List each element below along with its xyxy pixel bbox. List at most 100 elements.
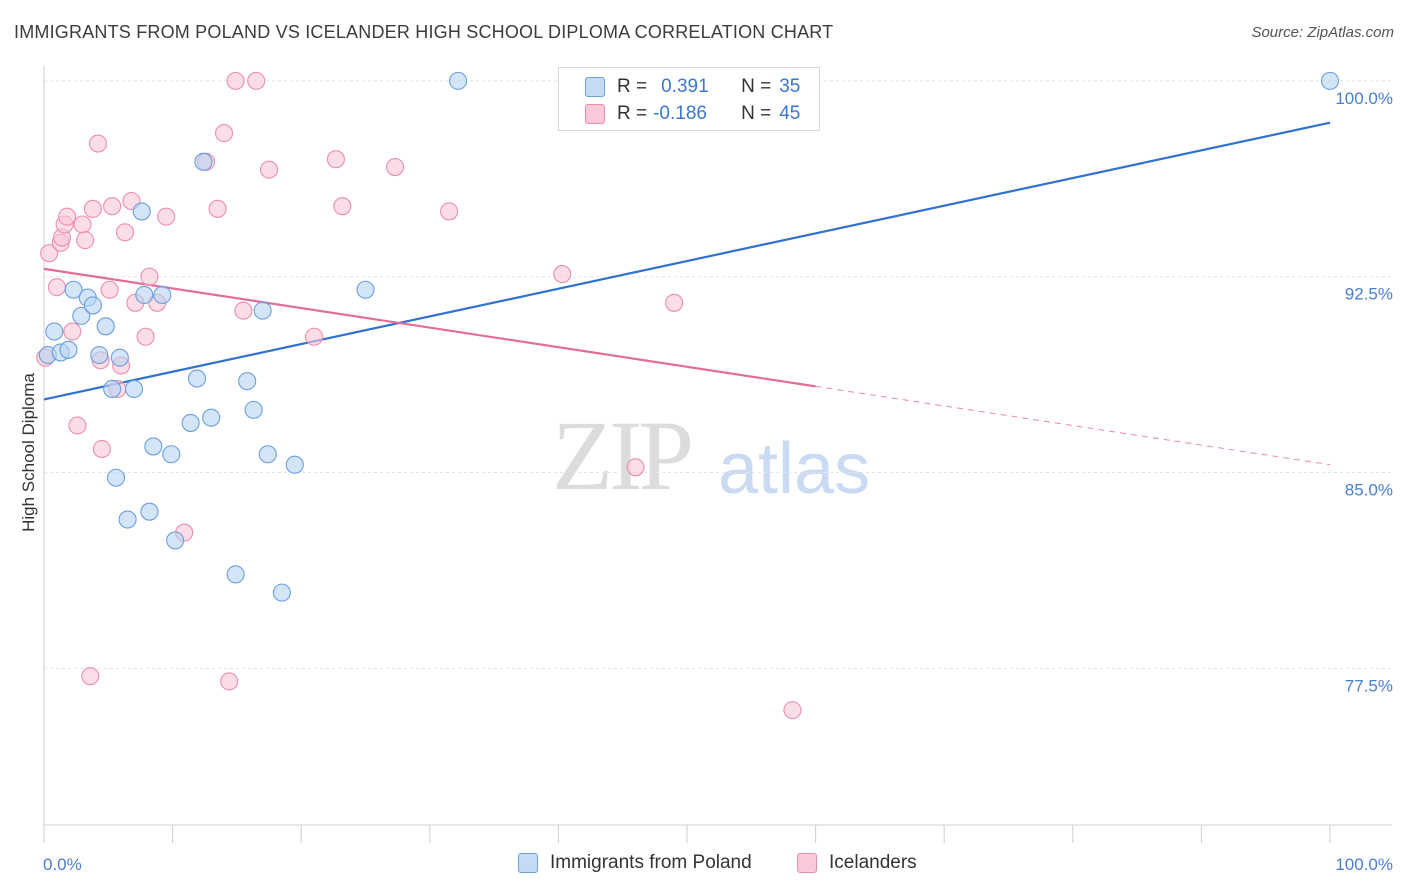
point-poland <box>449 71 468 90</box>
point-poland <box>244 400 263 419</box>
point-poland <box>162 445 181 464</box>
point-icelanders <box>783 701 802 720</box>
watermark-atlas: atlas <box>718 429 871 509</box>
legend-n-value: 45 <box>779 103 801 124</box>
source-label: Source: ZipAtlas.com <box>1251 24 1394 41</box>
legend-row-icelanders: R = -0.186 N = 45 <box>585 101 800 127</box>
point-icelanders <box>68 416 87 435</box>
legend-swatch-blue <box>585 77 605 97</box>
point-poland <box>1320 71 1340 90</box>
point-poland <box>124 379 144 399</box>
point-poland <box>59 340 78 359</box>
series-label-poland: Immigrants from Poland <box>550 852 752 873</box>
point-icelanders <box>136 327 155 346</box>
series-legend-poland: Immigrants from Poland <box>518 852 752 874</box>
point-poland <box>83 296 102 315</box>
point-poland <box>103 379 122 399</box>
point-icelanders <box>58 207 77 226</box>
point-icelanders <box>83 199 102 218</box>
point-icelanders <box>247 71 266 90</box>
point-poland <box>187 369 207 388</box>
point-poland <box>253 301 272 320</box>
point-poland <box>166 531 185 550</box>
legend-r-label: R = <box>617 76 648 97</box>
point-poland <box>135 285 154 305</box>
x-tick-label: 100.0% <box>1335 855 1393 874</box>
legend-r-value: -0.186 <box>653 103 707 124</box>
point-poland <box>140 502 159 521</box>
point-poland <box>238 372 257 391</box>
legend-r-value: 0.391 <box>661 76 709 97</box>
point-poland <box>202 408 221 427</box>
point-poland <box>153 285 172 305</box>
series-label-icelanders: Icelanders <box>829 852 917 873</box>
y-tick-label: 100.0% <box>1335 89 1393 108</box>
data-points <box>36 71 1340 720</box>
trendline-icelanders <box>43 267 816 388</box>
legend-n-label: N = <box>741 103 772 124</box>
point-poland <box>181 413 200 432</box>
point-icelanders <box>214 124 234 143</box>
point-poland <box>45 322 64 341</box>
point-poland <box>106 468 126 487</box>
y-tick-label: 92.5% <box>1345 285 1393 304</box>
point-icelanders <box>76 231 95 250</box>
point-icelanders <box>386 157 405 177</box>
y-tick-label: 77.5% <box>1345 676 1393 695</box>
point-poland <box>90 345 109 365</box>
x-tick-label: 0.0% <box>43 855 82 874</box>
legend-row-poland: R = 0.391 N = 35 <box>585 74 800 100</box>
legend-n-value: 35 <box>779 76 801 97</box>
point-icelanders <box>115 223 135 242</box>
point-icelanders <box>92 439 111 459</box>
point-poland <box>272 583 291 602</box>
point-poland <box>285 455 304 474</box>
point-icelanders <box>103 197 122 216</box>
point-icelanders <box>326 150 345 169</box>
point-icelanders <box>665 293 684 312</box>
point-icelanders <box>259 160 279 179</box>
point-icelanders <box>63 322 82 341</box>
point-icelanders <box>305 327 324 346</box>
point-poland <box>110 348 129 367</box>
point-icelanders <box>88 134 108 153</box>
point-poland <box>96 317 115 336</box>
stats-legend: R = 0.391 N = 35 R = -0.186 N = 45 <box>558 67 820 131</box>
point-poland <box>258 445 277 464</box>
legend-swatch-pink <box>585 104 605 124</box>
point-poland <box>118 510 137 529</box>
series-swatch-pink <box>797 853 817 873</box>
y-axis-title: High School Diploma <box>19 373 38 532</box>
point-icelanders <box>553 265 572 284</box>
chart-title: IMMIGRANTS FROM POLAND VS ICELANDER HIGH… <box>14 22 834 42</box>
point-poland <box>194 152 213 171</box>
point-poland <box>144 437 163 456</box>
series-legend: Immigrants from Poland Icelanders <box>0 852 1406 878</box>
point-icelanders <box>47 278 66 297</box>
point-poland <box>72 306 91 325</box>
point-poland <box>226 565 245 584</box>
y-tick-label: 85.0% <box>1345 481 1393 500</box>
point-icelanders <box>140 267 159 286</box>
point-icelanders <box>333 197 352 216</box>
trendlines <box>43 121 1331 466</box>
point-icelanders <box>226 71 245 90</box>
point-icelanders <box>40 244 59 263</box>
trendline-poland <box>43 121 1331 401</box>
point-icelanders <box>100 280 119 299</box>
axes <box>43 66 1392 843</box>
point-icelanders <box>208 199 227 218</box>
legend-r-label: R = <box>617 103 648 124</box>
point-icelanders <box>626 458 645 477</box>
series-legend-icelanders: Icelanders <box>797 852 917 874</box>
point-icelanders <box>220 672 239 691</box>
trendline-icelanders <box>815 385 1331 466</box>
legend-n-label: N = <box>741 76 772 97</box>
point-poland <box>356 280 375 299</box>
point-icelanders <box>157 207 176 226</box>
point-icelanders <box>440 202 459 221</box>
series-swatch-blue <box>518 853 538 873</box>
point-poland <box>132 202 151 221</box>
point-poland <box>64 280 83 299</box>
